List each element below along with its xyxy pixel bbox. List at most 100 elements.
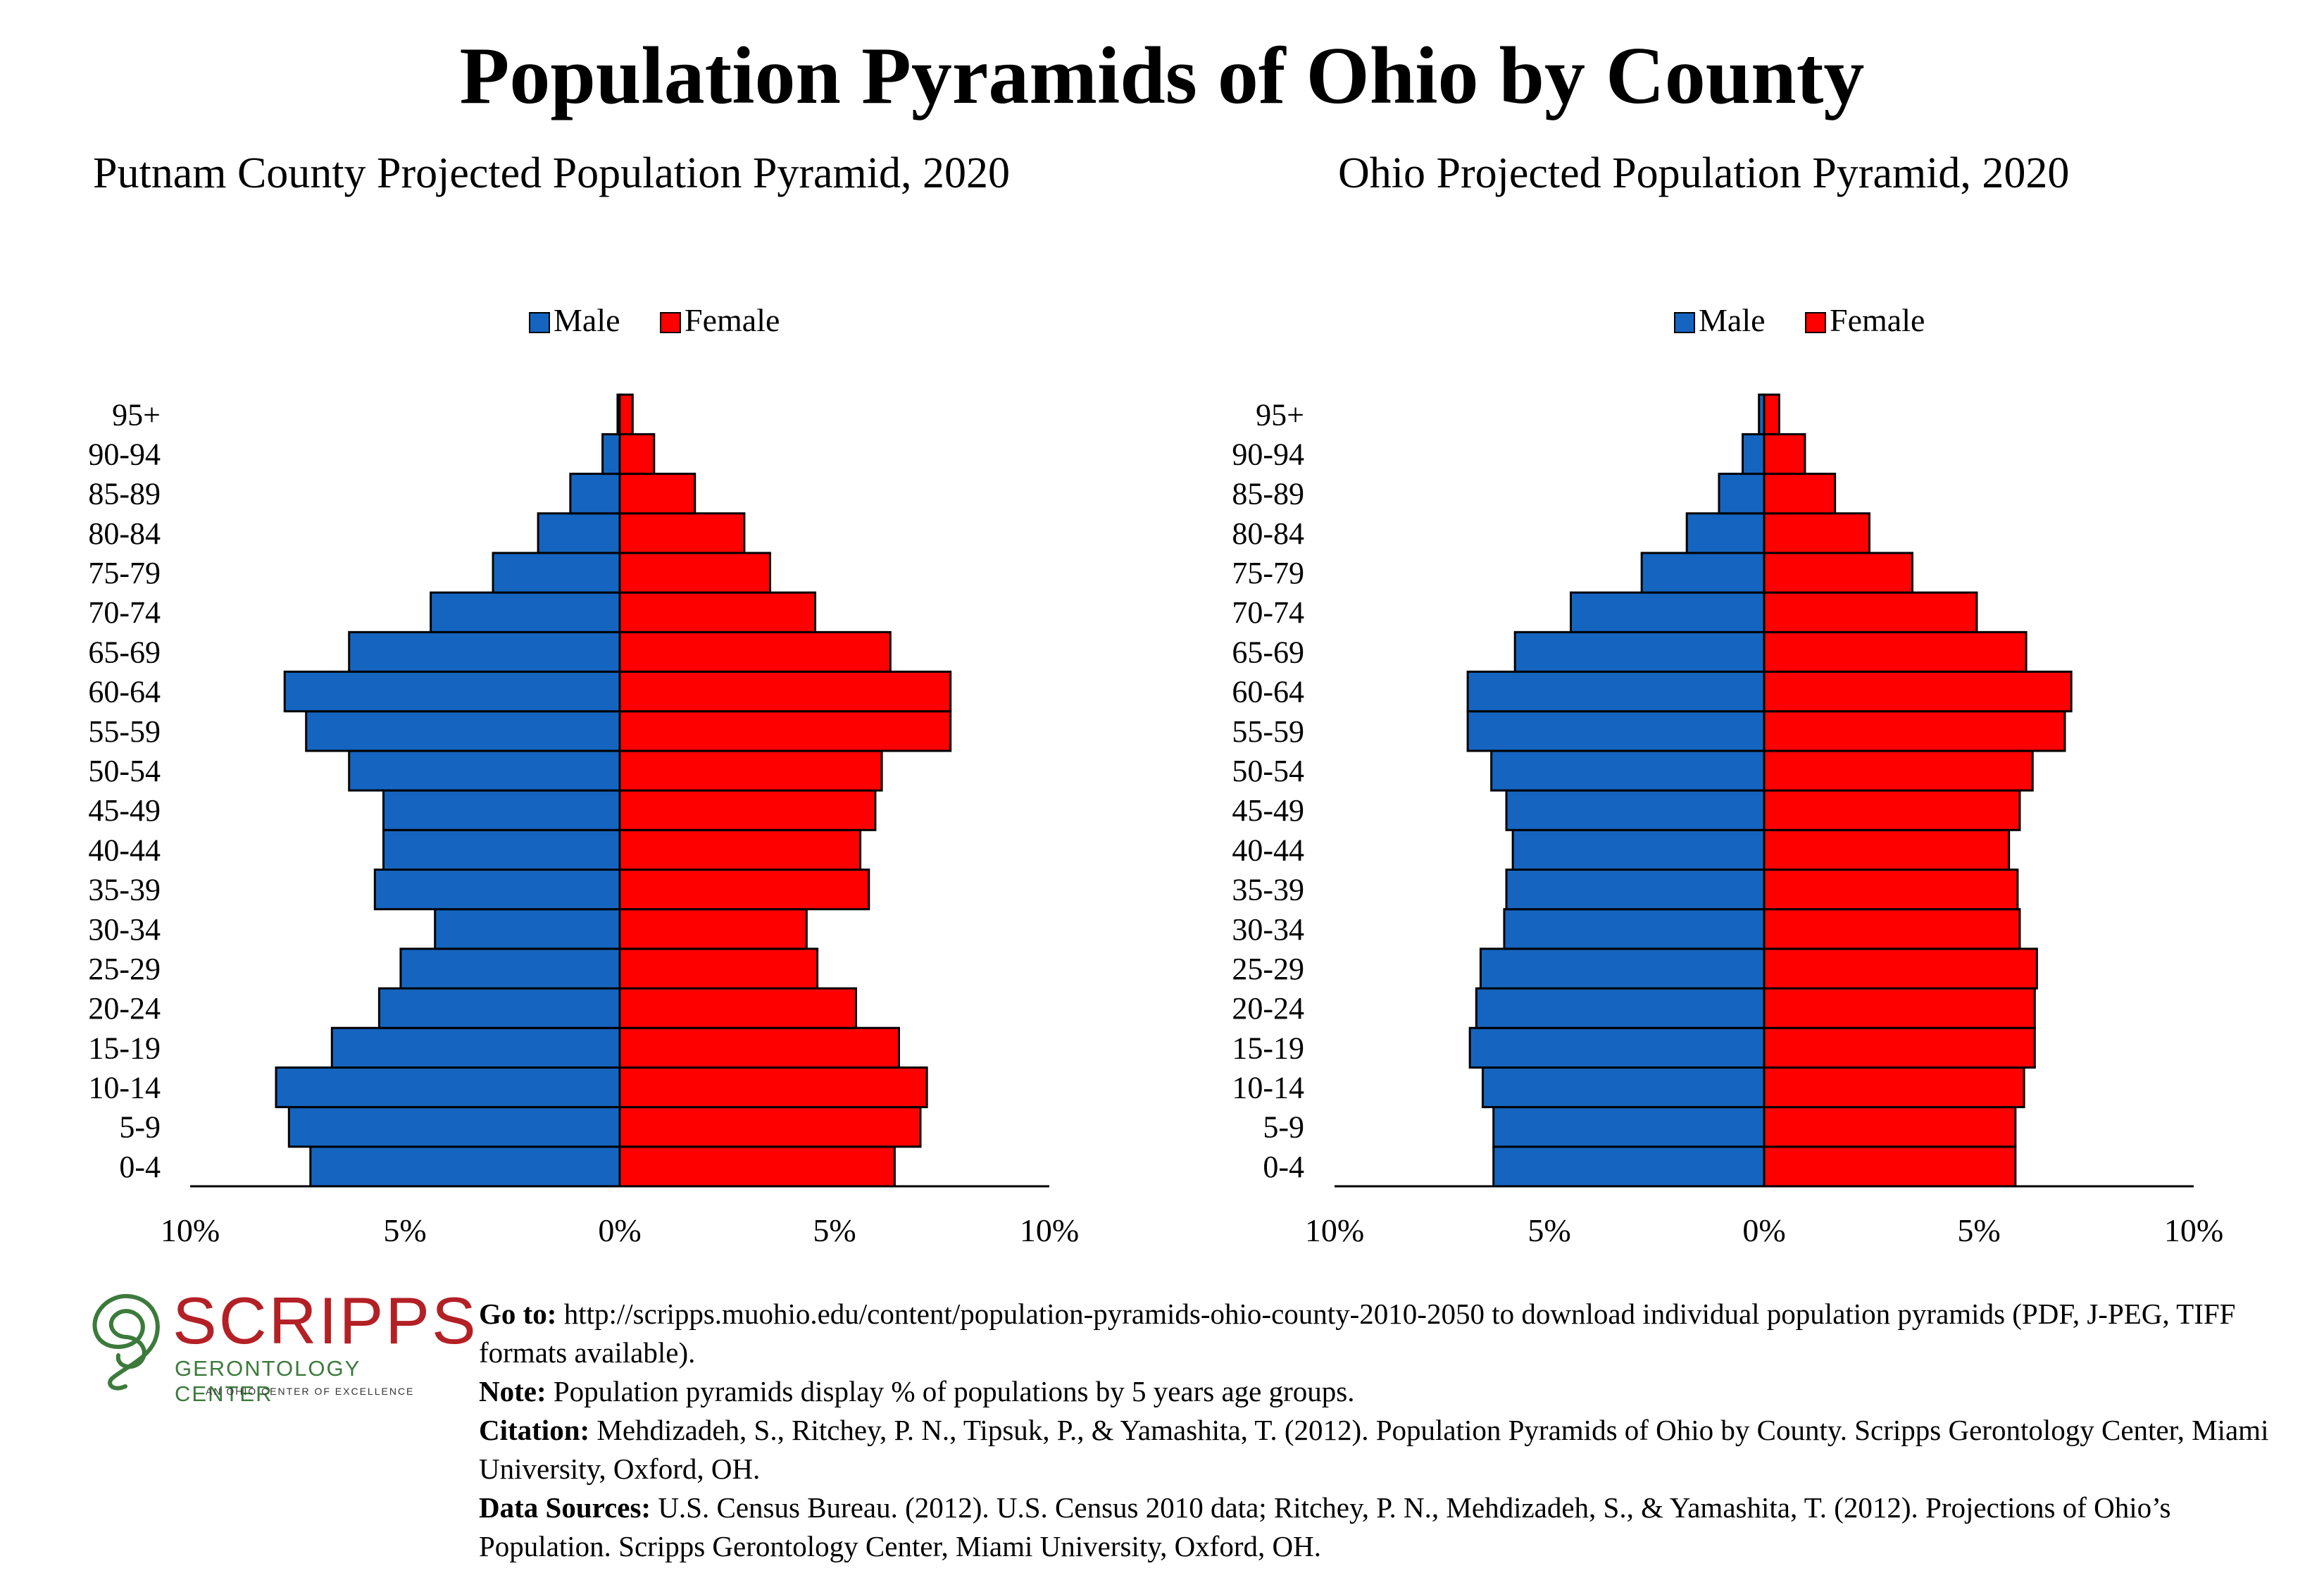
x-tick-label: 0% — [1742, 1212, 1785, 1248]
bar-female-60-64 — [1763, 671, 2073, 713]
bar-male-35-39 — [1505, 868, 1766, 911]
age-label: 0-4 — [1263, 1150, 1304, 1184]
bar-female-60-64 — [618, 671, 952, 713]
bar-female-35-39 — [1763, 868, 2019, 911]
age-label: 85-89 — [1232, 477, 1304, 511]
bar-male-15-19 — [1468, 1026, 1766, 1069]
x-tick-label: 5% — [1528, 1212, 1570, 1248]
bar-female-25-29 — [618, 947, 819, 990]
bar-female-50-54 — [1763, 750, 2034, 792]
x-tick-label: 5% — [813, 1212, 856, 1248]
x-tick-label: 0% — [598, 1212, 641, 1248]
bar-male-65-69 — [348, 630, 621, 673]
bar-male-45-49 — [1505, 789, 1766, 831]
x-tick-label: 5% — [1957, 1212, 2000, 1248]
bar-female-75-79 — [1763, 552, 1913, 594]
x-tick-label: 10% — [161, 1212, 220, 1248]
logo-wordmark: SCRIPPS — [173, 1283, 478, 1357]
age-label: 25-29 — [1232, 952, 1304, 986]
bar-female-45-49 — [1763, 789, 2021, 831]
bar-female-10-14 — [1763, 1066, 2025, 1109]
bar-male-40-44 — [382, 828, 621, 871]
age-label: 35-39 — [88, 873, 161, 907]
bar-female-25-29 — [1763, 947, 2038, 990]
age-label: 30-34 — [88, 912, 161, 947]
bar-female-30-34 — [618, 908, 808, 950]
ohio-pyramid-chart: Male Female 0-4 5-9 10-14 15-19 20-24 25-29 30-3… — [1232, 302, 2223, 1248]
age-label: 45-49 — [1232, 793, 1304, 828]
bar-male-5-9 — [1492, 1106, 1766, 1148]
bar-male-30-34 — [434, 908, 621, 950]
age-label: 10-14 — [88, 1071, 161, 1105]
x-tick-label: 10% — [1020, 1212, 1079, 1248]
bar-female-0-4 — [1763, 1145, 2017, 1188]
bar-female-55-59 — [618, 710, 952, 752]
age-label: 50-54 — [88, 754, 161, 788]
age-label: 65-69 — [1232, 635, 1304, 669]
bar-male-0-4 — [1492, 1145, 1766, 1188]
bar-female-70-74 — [1763, 591, 1978, 633]
spiral-logo-icon — [92, 1293, 160, 1391]
x-tick-label: 10% — [1305, 1212, 1364, 1248]
age-label: 75-79 — [88, 556, 161, 590]
bar-female-95+ — [618, 393, 634, 435]
age-label: 55-59 — [1232, 714, 1304, 749]
bar-male-30-34 — [1503, 908, 1766, 950]
age-label: 10-14 — [1232, 1071, 1304, 1105]
bar-male-25-29 — [399, 947, 621, 990]
age-label: 45-49 — [88, 793, 161, 828]
bar-female-10-14 — [618, 1066, 928, 1109]
bar-male-60-64 — [283, 671, 621, 713]
age-label: 70-74 — [1232, 595, 1304, 630]
legend-label-female: Female — [685, 302, 780, 338]
age-label: 65-69 — [88, 635, 161, 669]
bar-male-60-64 — [1466, 671, 1766, 713]
chart-title-ohio: Ohio Projected Population Pyramid, 2020 — [1338, 149, 2070, 197]
age-label: 20-24 — [1232, 991, 1304, 1026]
age-label: 20-24 — [88, 991, 161, 1026]
age-label: 90-94 — [1232, 437, 1304, 471]
bar-female-95+ — [1763, 393, 1780, 435]
age-label: 70-74 — [88, 595, 161, 630]
footer-citation: Citation: Mehdizadeh, S., Ritchey, P. N.… — [479, 1414, 2269, 1485]
legend-swatch-female — [660, 312, 681, 333]
bar-female-40-44 — [1763, 828, 2011, 871]
legend: Male Female — [1674, 302, 1925, 338]
bar-female-80-84 — [618, 512, 746, 554]
bar-male-90-94 — [601, 433, 621, 476]
age-label: 60-64 — [88, 675, 161, 709]
age-label: 80-84 — [1232, 516, 1304, 551]
bar-female-15-19 — [1763, 1026, 2036, 1069]
bar-male-25-29 — [1479, 947, 1766, 990]
age-label: 80-84 — [88, 516, 161, 551]
age-label: 15-19 — [1232, 1031, 1304, 1065]
footer-notes: Go to: http://scripps.muohio.edu/content… — [479, 1295, 2310, 1566]
bar-male-80-84 — [1685, 512, 1766, 554]
bar-male-50-54 — [1490, 750, 1766, 792]
bar-female-80-84 — [1763, 512, 1870, 554]
bar-male-85-89 — [569, 473, 621, 515]
bar-male-75-79 — [1640, 552, 1766, 594]
bar-male-90-94 — [1742, 433, 1766, 476]
bar-female-65-69 — [618, 630, 892, 673]
bar-female-55-59 — [1763, 710, 2066, 752]
bar-female-65-69 — [1763, 630, 2028, 673]
age-label: 25-29 — [88, 952, 161, 986]
footer-goto: Go to: http://scripps.muohio.edu/content… — [479, 1298, 2236, 1369]
bar-female-15-19 — [618, 1026, 900, 1069]
bar-female-5-9 — [618, 1106, 922, 1148]
bar-female-20-24 — [618, 987, 857, 1029]
x-tick-label: 10% — [2164, 1212, 2223, 1248]
age-label: 40-44 — [88, 833, 161, 867]
bar-female-90-94 — [618, 433, 656, 476]
age-label: 5-9 — [119, 1110, 161, 1145]
bar-female-45-49 — [618, 789, 877, 831]
bar-female-20-24 — [1763, 987, 2036, 1029]
footer-note: Note: Population pyramids display % of p… — [479, 1375, 1355, 1407]
logo-tagline: AN OHIO CENTER OF EXCELLENCE — [206, 1386, 415, 1397]
chart-title-putnam: Putnam County Projected Population Pyram… — [93, 149, 1010, 197]
age-label: 5-9 — [1263, 1110, 1304, 1145]
bar-female-75-79 — [618, 552, 771, 594]
bar-female-90-94 — [1763, 433, 1806, 476]
legend-label-female: Female — [1830, 302, 1925, 338]
